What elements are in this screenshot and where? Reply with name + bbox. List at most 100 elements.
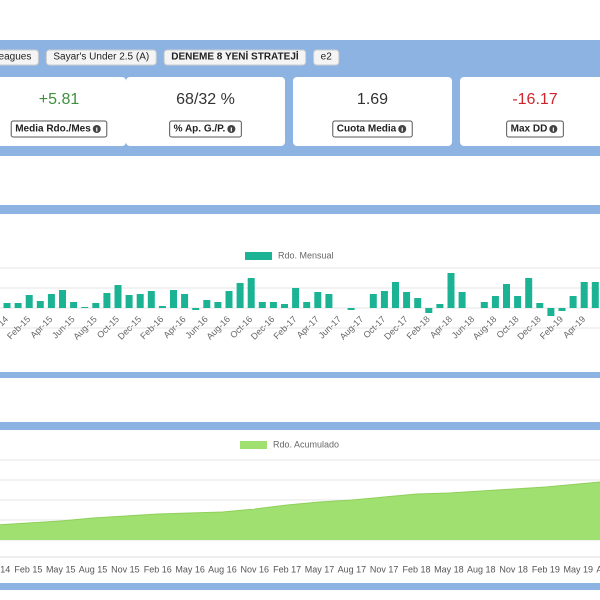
bar [47,294,55,308]
bar [136,294,144,308]
bar [292,288,300,308]
x-tick-label: Aug 18 [467,564,496,574]
bar [314,292,322,308]
panel-header [0,205,600,214]
bar [447,273,455,308]
x-tick-label: Apr-18 [428,314,454,340]
x-tick-label: Feb 17 [273,564,301,574]
bar [236,283,244,308]
tag[interactable] [163,49,307,66]
x-tick-label: Nov 16 [241,564,270,574]
bar [436,304,444,308]
stat-label-box [10,120,108,138]
stat-value: -16.17 [512,91,557,108]
tag-label: e2 [321,52,333,63]
bar [59,290,66,308]
legend-swatch [245,252,272,260]
bar [458,292,466,308]
x-tick-label: May 18 [434,564,464,574]
stat-value: 68/32 % [176,91,235,108]
x-tick-label: Apr-17 [295,314,321,340]
bar [547,308,555,316]
bar [514,296,522,308]
x-tick-label: Aug 15 [79,564,108,574]
x-tick-label: Aug 19 [596,564,600,574]
x-tick-label: Nov 18 [499,564,528,574]
bar [580,282,588,308]
panel-footer [0,372,600,378]
stat-label: % Ap. G./P. [174,124,226,135]
stat-value: +5.81 [39,91,80,108]
stat-value: 1.69 [357,91,388,108]
x-tick-label: Nov 14 [0,564,10,574]
x-tick-label: Nov 17 [370,564,399,574]
stat-label: Cuota Media [337,124,397,135]
bar [380,291,388,308]
bar [125,295,133,308]
bar [347,308,355,310]
x-tick-label: May 17 [305,564,335,574]
bar [147,291,155,308]
bar [14,303,22,308]
bar [3,303,11,308]
tag[interactable] [0,49,39,66]
bar [525,278,533,308]
bar [403,292,411,308]
bar [181,294,189,308]
x-tick-label: Apr-15 [28,314,54,340]
x-tick-label: Aug 17 [338,564,367,574]
x-tick-label: Feb 18 [403,564,431,574]
x-tick-label: Feb 19 [532,564,560,574]
bar [425,308,433,313]
bar [247,278,255,308]
x-tick-label: Nov 15 [111,564,140,574]
tag-label: DENEME 8 YENİ STRATEJİ [171,50,299,63]
tag[interactable] [45,49,157,66]
stat-card [126,77,285,146]
tag-label: Leagues [0,52,31,63]
bar [503,284,510,308]
area [0,481,600,540]
bar [414,298,422,308]
bar [325,294,333,308]
bar [158,306,166,308]
stat-label-box [506,120,564,138]
stat-label: Media Rdo./Mes [15,124,91,135]
stat-label-box [169,120,242,138]
panel-header [0,422,600,430]
x-tick-label: Aug 16 [208,564,237,574]
bar [36,301,44,308]
tag-label: Sayar's Under 2.5 (A) [53,52,149,63]
bar [114,285,122,308]
legend-label: Rdo. Acumulado [273,439,339,449]
x-tick-label: May 19 [564,564,594,574]
bar [214,302,222,308]
panel-footer [0,583,600,590]
x-tick-label: Feb 15 [14,564,42,574]
tag[interactable] [313,49,340,66]
bar [369,294,377,308]
x-tick-label: May 16 [175,564,205,574]
bar [591,282,599,308]
x-tick-label: Feb 16 [144,564,172,574]
bar [480,302,488,308]
bar [92,303,100,308]
bar [70,302,78,308]
bar [281,304,288,308]
bar [225,291,233,308]
bar [170,290,177,308]
bar [569,296,577,308]
bar [392,282,399,308]
bar [536,303,544,308]
bar [81,307,89,308]
stat-card [460,77,600,146]
bar [192,308,200,310]
area-line [0,481,600,526]
bar [258,302,266,308]
bar [25,295,33,308]
legend-label: Rdo. Mensual [278,250,334,260]
bar [103,293,111,308]
x-tick-label: Apr-19 [561,314,587,340]
